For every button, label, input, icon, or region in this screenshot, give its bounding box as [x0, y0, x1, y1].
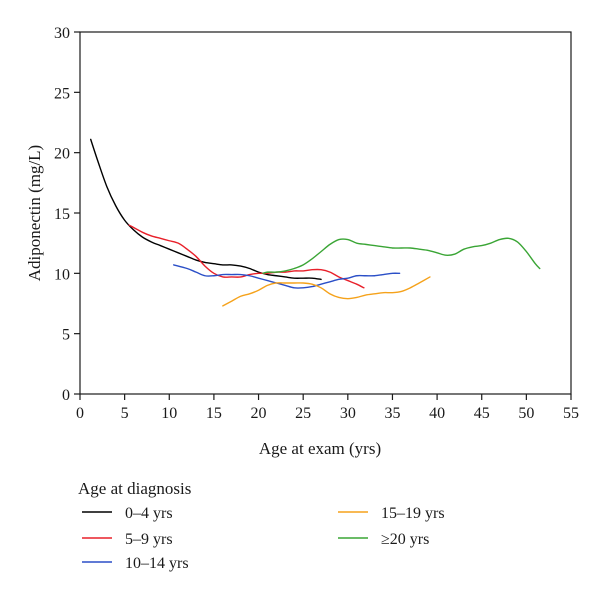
legend-item-4: 15–19 yrs [338, 505, 445, 522]
x-tick-label: 30 [340, 405, 356, 422]
y-tick-label: 0 [62, 387, 70, 404]
x-tick-label: 20 [251, 405, 267, 422]
y-axis-title: Adiponectin (mg/L) [25, 145, 44, 281]
series-line-4 [222, 276, 431, 307]
x-tick-label: 0 [76, 405, 84, 422]
x-tick-label: 5 [121, 405, 129, 422]
series-line-5 [262, 237, 541, 275]
series-line-1 [90, 138, 322, 281]
y-tick-label: 30 [54, 25, 70, 42]
legend-label: ≥20 yrs [381, 531, 429, 548]
series-layer [90, 138, 541, 307]
legend: Age at diagnosis 0–4 yrs 5–9 yrs 10–14 yrs… [78, 479, 445, 572]
x-tick-label: 10 [161, 405, 177, 422]
x-tick-label: 25 [295, 405, 311, 422]
y-tick-label: 5 [62, 327, 70, 344]
y-tick-label: 10 [54, 266, 70, 283]
axes: 0 5 10 15 20 25 30 35 40 45 50 55 0 5 10 15 20 25 30 [54, 25, 579, 422]
series-line-2 [128, 224, 365, 289]
legend-title: Age at diagnosis [78, 479, 191, 498]
legend-label: 0–4 yrs [125, 505, 173, 522]
y-tick-label: 20 [54, 146, 70, 163]
legend-item-2: 5–9 yrs [82, 531, 173, 548]
y-tick-label: 15 [54, 206, 70, 223]
legend-item-3: 10–14 yrs [82, 555, 189, 572]
series-line-3 [173, 264, 401, 289]
legend-label: 5–9 yrs [125, 531, 173, 548]
x-tick-label: 50 [518, 405, 534, 422]
x-tick-label: 55 [563, 405, 579, 422]
x-tick-label: 15 [206, 405, 222, 422]
legend-item-1: 0–4 yrs [82, 505, 173, 522]
x-tick-label: 45 [474, 405, 490, 422]
x-tick-label: 35 [384, 405, 400, 422]
x-axis-title: Age at exam (yrs) [259, 439, 381, 458]
y-tick-label: 25 [54, 85, 70, 102]
legend-label: 15–19 yrs [381, 505, 445, 522]
x-tick-label: 40 [429, 405, 445, 422]
legend-label: 10–14 yrs [125, 555, 189, 572]
legend-item-5: ≥20 yrs [338, 531, 429, 548]
plot-frame [79, 31, 572, 395]
